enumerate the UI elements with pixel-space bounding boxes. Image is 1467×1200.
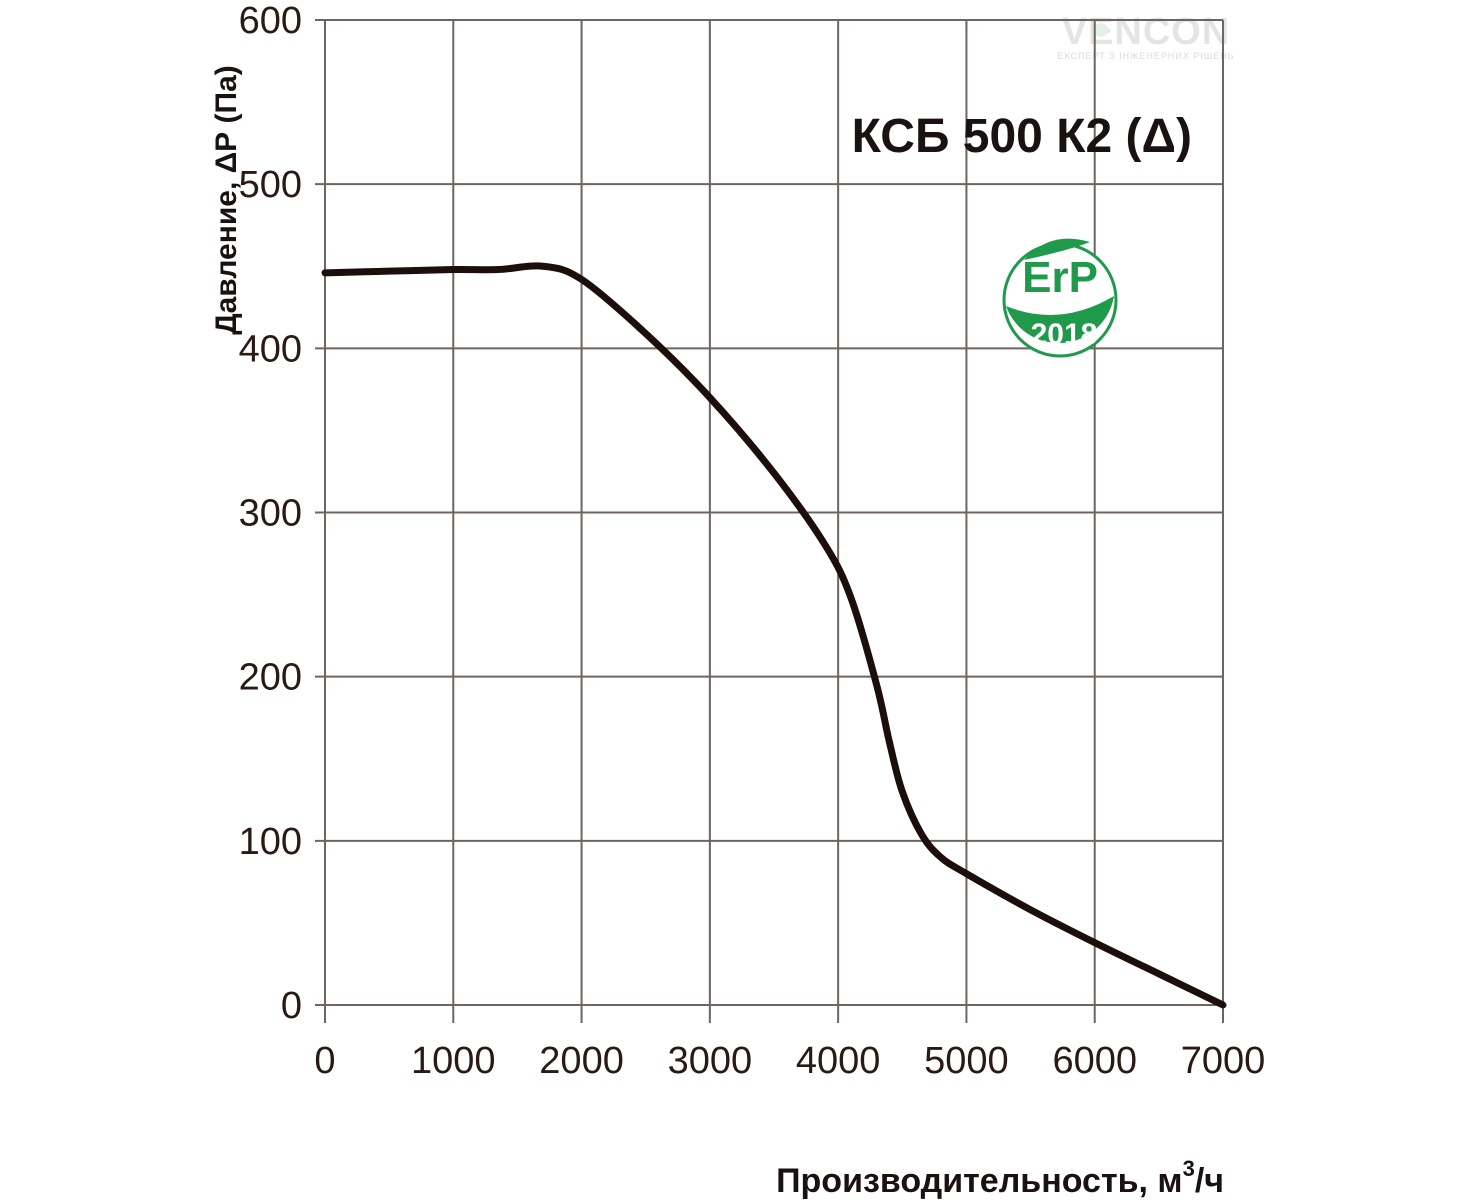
erp-label: ErP xyxy=(1022,253,1098,302)
x-axis-title-sup: 3 xyxy=(1183,1156,1195,1181)
series-line-0 xyxy=(321,262,1227,1009)
chart-grid xyxy=(315,19,1224,1023)
y-tick-label-400: 400 xyxy=(239,328,302,370)
y-axis-title: Давление, ΔР (Па) xyxy=(210,65,243,335)
x-tick-label-3000: 3000 xyxy=(668,1040,753,1082)
x-tick-label-0: 0 xyxy=(314,1040,335,1082)
x-tick-label-1000: 1000 xyxy=(411,1040,496,1082)
y-tick-label-500: 500 xyxy=(239,164,302,206)
x-tick-label-4000: 4000 xyxy=(796,1040,881,1082)
brand-tagline: ЕКСПЕРТ З ІНЖЕНЕРНИХ РІШЕНЬ xyxy=(1057,51,1234,61)
x-axis-ticks: 0 1000 2000 3000 4000 5000 6000 7000 xyxy=(314,1040,1265,1082)
y-tick-label-100: 100 xyxy=(239,821,302,863)
y-tick-label-300: 300 xyxy=(239,493,302,535)
chart-series xyxy=(321,262,1227,1009)
brand-logo: VENCON ЕКСПЕРТ З ІНЖЕНЕРНИХ РІШЕНЬ xyxy=(1057,11,1234,61)
x-tick-label-7000: 7000 xyxy=(1181,1040,1266,1082)
erp-year: 2018 xyxy=(1031,318,1098,351)
chart-title: КСБ 500 К2 (Δ) xyxy=(852,110,1192,163)
brand-name: VENCON xyxy=(1062,11,1231,53)
brand-leaf-icon xyxy=(1094,23,1108,37)
erp-swoosh-shape xyxy=(1006,296,1114,344)
x-axis-title: Производительность, м3/ч xyxy=(776,1156,1224,1200)
y-tick-label-200: 200 xyxy=(239,657,302,699)
y-tick-label-600: 600 xyxy=(239,0,302,42)
x-axis-title-tail: /ч xyxy=(1195,1162,1224,1200)
erp-leaf-icon xyxy=(1024,238,1090,260)
erp-2018-badge: ErP 2018 xyxy=(1002,238,1118,358)
x-tick-label-6000: 6000 xyxy=(1052,1040,1137,1082)
x-axis-title-main: Производительность, м xyxy=(776,1162,1182,1200)
y-axis-ticks: 0 100 200 300 400 500 600 xyxy=(239,0,302,1027)
x-tick-label-2000: 2000 xyxy=(539,1040,624,1082)
x-tick-label-5000: 5000 xyxy=(924,1040,1009,1082)
y-tick-label-0: 0 xyxy=(281,985,302,1027)
